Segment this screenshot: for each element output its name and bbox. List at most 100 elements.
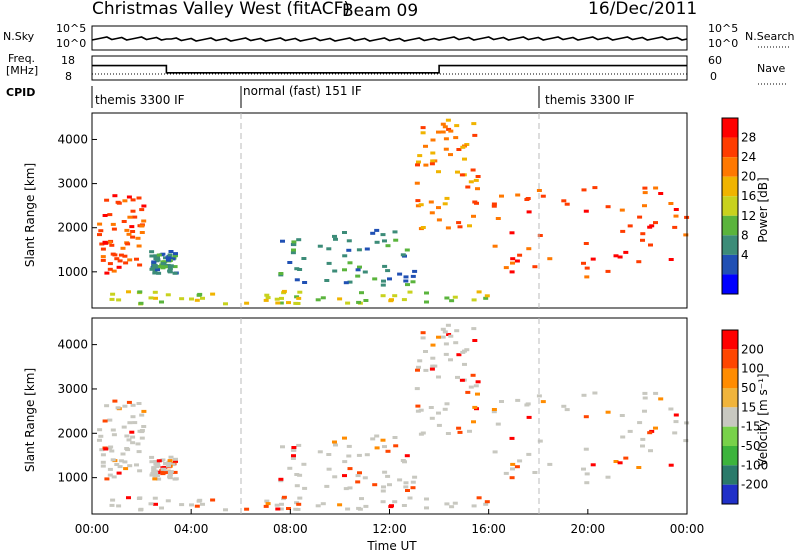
- heatmap-cell: [123, 261, 129, 265]
- power-heatmap: [97, 118, 690, 306]
- heatmap-cell: [455, 170, 460, 174]
- heatmap-cell: [470, 168, 476, 172]
- time-axis: 00:00 04:00 08:00 12:00 16:00 20:00 00:00: [75, 509, 704, 536]
- heatmap-cell: [642, 191, 648, 195]
- heatmap-cell: [436, 130, 441, 134]
- heatmap-cell: [346, 239, 352, 243]
- heatmap-cell: [160, 260, 166, 264]
- heatmap-cell: [404, 454, 410, 458]
- heatmap-cell: [223, 508, 228, 512]
- heatmap-cell: [636, 260, 642, 264]
- heatmap-cell: [380, 438, 386, 442]
- heatmap-cell: [173, 459, 178, 463]
- heatmap-cell: [152, 496, 158, 500]
- heatmap-cell: [620, 229, 626, 233]
- heatmap-cell: [346, 248, 352, 252]
- heatmap-cell: [122, 404, 128, 408]
- heatmap-cell: [326, 247, 332, 251]
- heatmap-cell: [107, 262, 113, 266]
- heatmap-cell: [126, 290, 131, 294]
- heatmap-cell: [244, 507, 250, 511]
- heatmap-cell: [139, 413, 145, 417]
- heatmap-cell: [168, 250, 174, 253]
- heatmap-cell: [460, 145, 466, 149]
- heatmap-cell: [116, 265, 122, 269]
- heatmap-cell: [152, 477, 158, 481]
- heatmap-cell: [385, 269, 391, 273]
- heatmap-cell: [436, 218, 442, 222]
- heatmap-cell: [123, 467, 129, 471]
- heatmap-cell: [412, 475, 418, 479]
- heatmap-cell: [111, 433, 117, 437]
- heatmap-cell: [320, 296, 326, 300]
- heatmap-cell: [561, 404, 567, 408]
- ytick-label: 2000: [57, 221, 88, 235]
- heatmap-cell: [420, 226, 426, 229]
- heatmap-cell: [407, 290, 413, 294]
- heatmap-cell: [445, 118, 451, 122]
- heatmap-cell: [280, 239, 285, 243]
- heatmap-cell: [547, 257, 553, 261]
- heatmap-cell: [673, 420, 679, 424]
- heatmap-cell: [103, 241, 109, 245]
- heatmap-cell: [121, 220, 127, 223]
- heatmap-cell: [223, 302, 228, 306]
- heatmap-cell: [393, 238, 399, 242]
- heatmap-cell: [537, 439, 543, 443]
- beam-label: Beam 09: [342, 1, 418, 21]
- heatmap-cell: [107, 267, 113, 271]
- colorbar-tick: 200: [741, 342, 764, 356]
- heatmap-cell: [97, 428, 103, 432]
- heatmap-cell: [173, 457, 178, 461]
- heatmap-cell: [456, 148, 462, 151]
- heatmap-cell: [581, 188, 587, 192]
- heatmap-cell: [278, 507, 284, 511]
- heatmap-cell: [532, 265, 538, 269]
- heatmap-cell: [194, 504, 200, 508]
- heatmap-cell: [392, 294, 398, 298]
- heatmap-cell: [264, 293, 270, 297]
- heatmap-cell: [100, 453, 106, 457]
- heatmap-cell: [274, 503, 280, 507]
- heatmap-cell: [345, 507, 351, 511]
- heatmap-cell: [156, 459, 162, 463]
- heatmap-cell: [141, 204, 147, 208]
- heatmap-cell: [287, 261, 293, 264]
- heatmap-cell: [532, 471, 538, 474]
- heatmap-cell: [443, 147, 449, 151]
- colorbar-swatch: [722, 157, 738, 177]
- heatmap-cell: [605, 475, 611, 479]
- heatmap-cell: [355, 274, 361, 278]
- heatmap-cell: [468, 180, 474, 184]
- heatmap-cell: [100, 258, 106, 262]
- heatmap-cell: [172, 271, 178, 275]
- heatmap-cell: [583, 415, 589, 419]
- heatmap-cell: [623, 456, 629, 460]
- heatmap-cell: [173, 252, 178, 256]
- heatmap-cell: [109, 243, 115, 247]
- heatmap-cell: [114, 257, 120, 261]
- heatmap-cell: [170, 463, 176, 467]
- heatmap-cell: [440, 327, 446, 331]
- heatmap-cell: [115, 200, 121, 204]
- heatmap-cell: [381, 485, 386, 489]
- heatmap-cell: [442, 202, 448, 206]
- heatmap-cell: [668, 202, 674, 205]
- heatmap-cell: [581, 467, 586, 471]
- heatmap-cell: [658, 192, 664, 195]
- colorbar-tick: -15: [741, 420, 761, 434]
- heatmap-cell: [332, 475, 338, 479]
- power-panel-frame: [91, 112, 688, 309]
- heatmap-cell: [152, 469, 158, 473]
- heatmap-cell: [430, 151, 436, 155]
- heatmap-cell: [166, 464, 171, 468]
- heatmap-cell: [445, 226, 451, 230]
- heatmap-cell: [467, 224, 472, 228]
- xtick-label: 04:00: [174, 522, 209, 536]
- heatmap-cell: [126, 496, 131, 500]
- heatmap-cell: [168, 455, 174, 459]
- heatmap-cell: [332, 440, 337, 444]
- heatmap-cell: [429, 416, 435, 420]
- heatmap-cell: [444, 502, 450, 506]
- heatmap-cell: [362, 476, 368, 480]
